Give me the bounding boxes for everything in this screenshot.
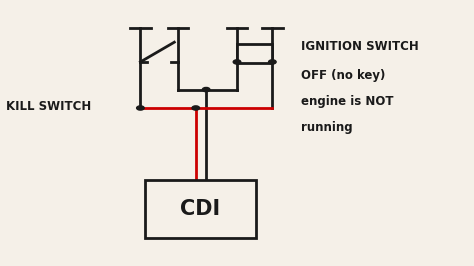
Bar bbox=[145, 180, 256, 238]
Circle shape bbox=[202, 88, 210, 92]
Text: OFF (no key): OFF (no key) bbox=[301, 69, 385, 82]
Text: KILL SWITCH: KILL SWITCH bbox=[6, 100, 91, 113]
Circle shape bbox=[192, 106, 200, 110]
Text: running: running bbox=[301, 121, 352, 134]
Text: IGNITION SWITCH: IGNITION SWITCH bbox=[301, 40, 419, 53]
Bar bbox=[237, 44, 273, 63]
Circle shape bbox=[137, 106, 144, 110]
Circle shape bbox=[233, 60, 241, 64]
Circle shape bbox=[269, 60, 276, 64]
Text: CDI: CDI bbox=[181, 199, 220, 219]
Text: engine is NOT: engine is NOT bbox=[301, 95, 393, 108]
